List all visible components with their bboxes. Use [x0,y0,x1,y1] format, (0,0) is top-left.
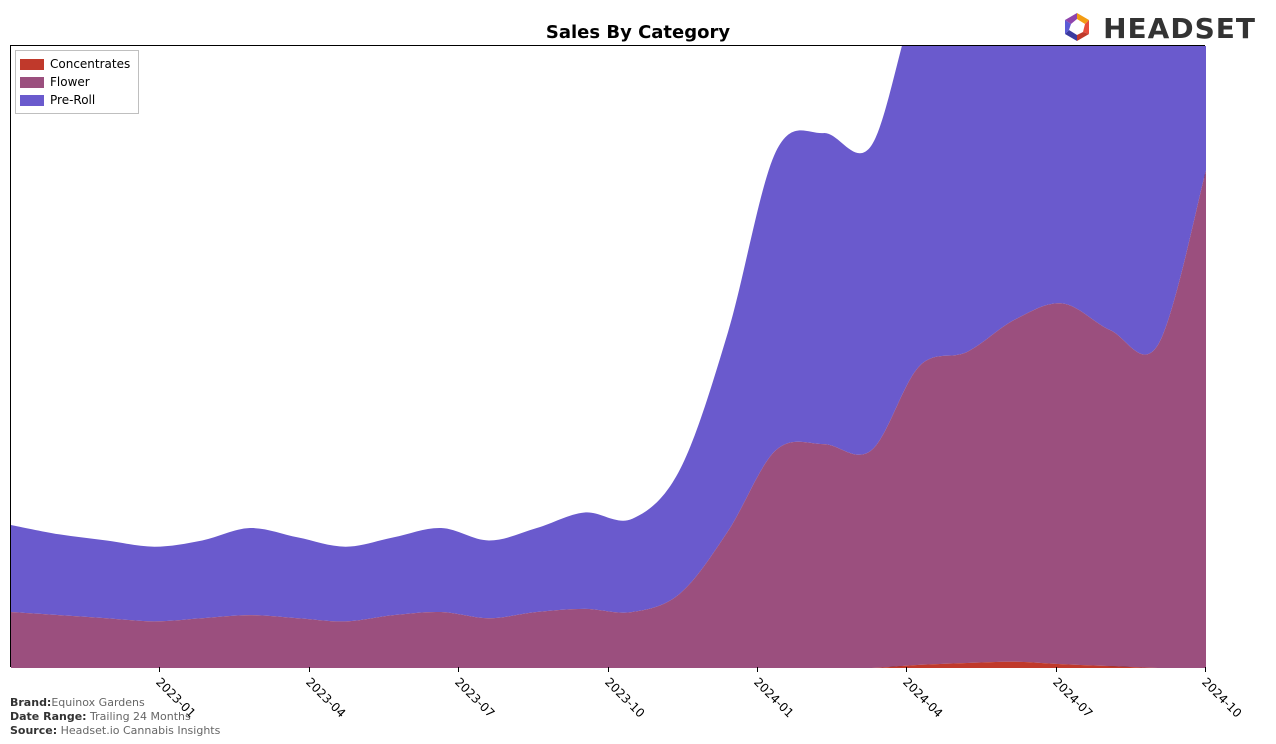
footer-daterange-line: Date Range: Trailing 24 Months [10,710,220,724]
legend-item-preroll: Pre-Roll [20,91,130,109]
footer-daterange-value: Trailing 24 Months [87,710,191,723]
footer-brand-value: Equinox Gardens [51,696,144,709]
x-tick-label: 2024-10 [1199,675,1244,720]
legend-swatch [20,77,44,88]
chart-footer: Brand:Equinox Gardens Date Range: Traili… [10,696,220,738]
x-tick-label: 2024-01 [751,675,796,720]
x-tick-label: 2023-07 [452,675,497,720]
legend-swatch [20,95,44,106]
x-tick-label: 2023-04 [303,675,348,720]
footer-daterange-label: Date Range: [10,710,87,723]
footer-brand-label: Brand: [10,696,51,709]
area-chart-svg [11,46,1206,668]
footer-brand-line: Brand:Equinox Gardens [10,696,220,710]
legend-swatch [20,59,44,70]
legend-label: Flower [50,73,90,91]
plot-area: Concentrates Flower Pre-Roll [10,45,1205,667]
footer-source-value: Headset.io Cannabis Insights [57,724,220,737]
legend-item-flower: Flower [20,73,130,91]
legend: Concentrates Flower Pre-Roll [15,50,139,114]
chart-container: Sales By Category HEADSET Concentrates F… [0,0,1276,744]
footer-source-line: Source: Headset.io Cannabis Insights [10,724,220,738]
x-tick-label: 2023-10 [602,675,647,720]
brand-logo: HEADSET [1059,10,1256,46]
legend-label: Pre-Roll [50,91,95,109]
x-tick-label: 2024-07 [1050,675,1095,720]
headset-logo-icon [1059,10,1095,46]
footer-source-label: Source: [10,724,57,737]
brand-logo-text: HEADSET [1103,12,1256,45]
legend-label: Concentrates [50,55,130,73]
legend-item-concentrates: Concentrates [20,55,130,73]
x-tick-label: 2024-04 [900,675,945,720]
